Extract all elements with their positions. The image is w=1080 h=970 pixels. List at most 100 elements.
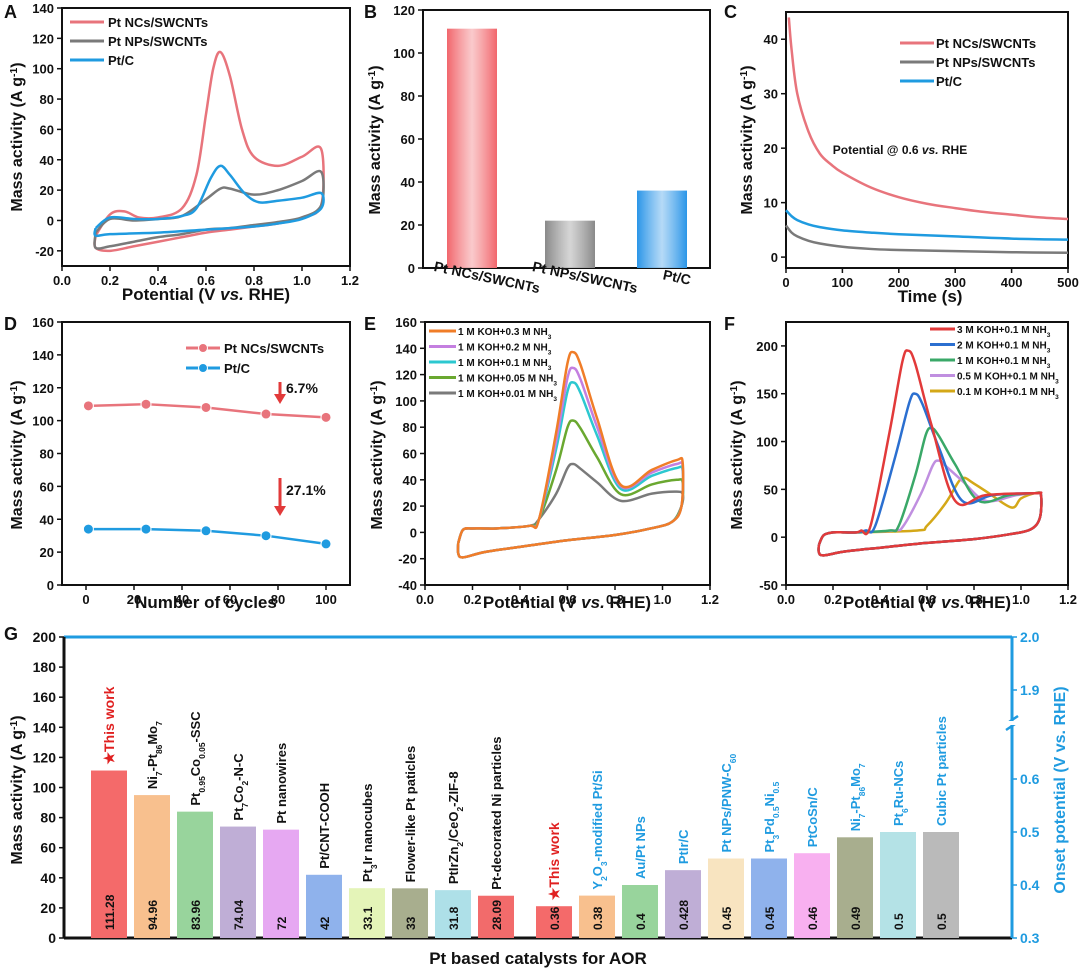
y-tick-label: 0 [47,213,54,228]
category-label: Flower-like Pt paticles [403,746,418,883]
right-tick-label: 2.0 [1020,629,1040,645]
y-tick-label: 40 [401,175,415,190]
bar [177,811,213,938]
panel-G: 0 20 40 60 80 100 120 140 160 180 200 0.3 0.4 0.5 0.6 1… [9,629,1070,968]
x-axis-label: Potential (V vs. RHE) [122,285,290,304]
bar [637,190,687,268]
y-tick-label: 40 [40,153,54,168]
panel-letter-F: F [724,314,735,334]
legend-label: 0.5 M KOH+0.1 M NH3 [957,372,1059,386]
x-tick-label: 0.8 [245,273,263,288]
y-tick-label: 150 [756,387,778,402]
y-tick-label: 80 [40,810,56,826]
x-tick-label: 1.0 [293,273,311,288]
y-tick-label: 100 [395,394,417,409]
x-tick-label: 0.0 [777,592,795,607]
y-tick-label: 160 [33,689,57,705]
series-line [93,164,325,238]
annotation: 27.1% [286,482,326,498]
x-tick-label: 0.6 [558,592,576,607]
x-axis-label: Pt based catalysts for AOR [429,949,647,968]
legend-label: Pt NPs/SWCNTs [108,34,207,49]
y-tick-label: 120 [395,368,417,383]
panel-F: 0.0 0.2 0.4 0.6 0.8 1.0 1.2 -50 0 50 100 150 200 3 M … [729,321,1077,612]
y-tick-label: 0 [771,250,778,265]
y-tick-label: 40 [403,473,417,488]
data-point [260,408,272,420]
bar [478,895,514,938]
y-tick-label: -20 [398,552,417,567]
category-label: Pt nanowires [274,743,289,824]
series-line [785,209,1069,241]
y-tick-label: -40 [398,578,417,593]
series-line [817,349,1043,557]
bar-value-label: 0.49 [849,906,863,930]
bar-value-label: 0.4 [634,913,648,930]
legend-marker [198,343,208,353]
y-axis-label: Mass activity (A g-1) [367,65,385,214]
x-axis-label: Potential (V vs. RHE) [483,593,651,612]
series-line [456,380,685,559]
x-tick-label: 60 [223,592,237,607]
data-point [140,523,152,535]
x-axis-label: Time (s) [898,287,963,306]
x-tick-label: 1.0 [653,592,671,607]
y-tick-label: 20 [40,900,56,916]
x-tick-label: 40 [175,592,189,607]
panel-letter-E: E [364,314,376,334]
data-point [320,538,332,550]
y-tick-label: 100 [393,46,415,61]
y-tick-label: -20 [35,244,54,259]
y-tick-label: 10 [764,196,778,211]
bar [220,826,256,938]
series-line [785,224,1069,254]
bar-value-label: 83.96 [189,900,203,930]
legend-label: 1 M KOH+0.3 M NH3 [458,327,552,341]
panel-D: 0 20 40 60 80 100 0 20 40 60 80 100 120 140 160 Pt NCs/… [9,315,351,612]
bar [794,853,830,938]
series-line [93,50,325,253]
series-line [456,419,685,559]
bar-value-label: 42 [318,916,332,930]
bar [263,829,299,938]
series-line [817,426,1043,557]
data-point [320,411,332,423]
category-label-this-work: ★This work [101,686,117,764]
x-tick-label: 0.0 [416,592,434,607]
panel-letter-G: G [4,624,18,644]
legend-label: Pt NCs/SWCNTs [224,341,324,356]
panel-C: 0 100 200 300 400 500 0 10 20 30 40 Pt NCs/SWCNTs Pt… [739,11,1079,306]
y-tick-label: 100 [32,414,54,429]
x-tick-label: 0.4 [871,592,890,607]
y-tick-label: 120 [32,31,54,46]
bar-value-label: 0.45 [763,906,777,930]
y-tick-label: 200 [33,629,57,645]
x-tick-label: 0 [82,592,89,607]
legend-label: Pt NCs/SWCNTs [936,36,1036,51]
category-label-this-work: ★This work [546,822,562,900]
y-tick-label: 0 [410,525,417,540]
bar [923,832,959,938]
bar-value-label: 33 [404,916,418,930]
bar-value-label: 33.1 [361,906,375,930]
data-point [200,401,212,413]
y-tick-label: 140 [32,1,54,16]
legend-marker [198,363,208,373]
bar-value-label: 0.5 [935,913,949,930]
plot-frame [61,321,351,586]
y-tick-label: 80 [403,420,417,435]
x-tick-label: 0.2 [101,273,119,288]
bar-value-label: 31.8 [447,906,461,930]
y-tick-label: 20 [40,545,54,560]
bar-value-label: 0.46 [806,906,820,930]
y-tick-label: 0 [47,578,54,593]
y-tick-label: 120 [393,3,415,18]
x-tick-label: 0.4 [149,273,168,288]
bar-tint [545,220,595,268]
bar [545,220,595,268]
bar-value-label: 0.38 [591,906,605,930]
legend-label: 0.1 M KOH+0.1 M NH3 [957,387,1059,401]
category-label: Ni7-Pt86Mo7 [848,763,867,831]
